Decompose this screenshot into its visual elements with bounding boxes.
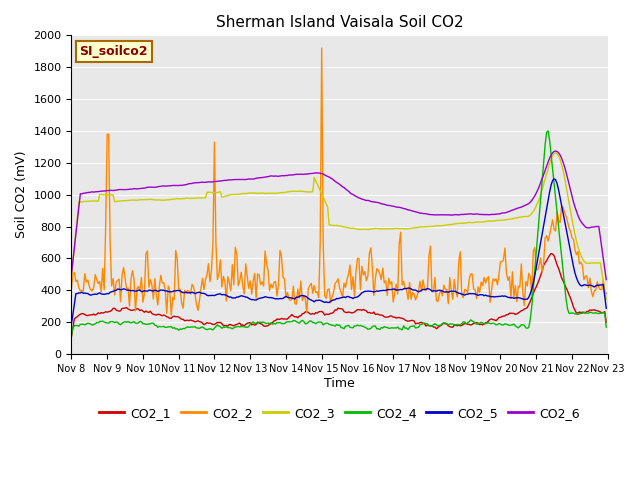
CO2_5 [574,278,582,284]
CO2_5 [301,293,309,299]
CO2_5 [227,294,235,300]
CO2_3 [227,192,235,197]
CO2_5 [245,295,253,301]
CO2_5 [602,305,610,311]
CO2_6 [245,176,253,182]
CO2_4 [301,321,309,326]
CO2_6 [574,213,582,218]
CO2_1 [602,319,610,325]
CO2_2 [133,286,141,292]
CO2_1 [301,309,309,315]
Line: CO2_4: CO2_4 [72,131,606,336]
CO2_6 [68,272,76,277]
CO2_1 [574,310,582,316]
CO2_1 [254,319,262,325]
CO2_3 [245,190,253,196]
CO2_2 [575,261,583,267]
CO2_3 [68,276,76,281]
CO2_3 [552,150,559,156]
Line: CO2_3: CO2_3 [72,153,606,300]
CO2_3 [301,189,309,194]
CO2_1 [133,306,141,312]
Legend: CO2_1, CO2_2, CO2_3, CO2_4, CO2_5, CO2_6: CO2_1, CO2_2, CO2_3, CO2_4, CO2_5, CO2_6 [94,402,585,425]
CO2_3 [254,191,262,196]
Line: CO2_5: CO2_5 [72,179,606,324]
CO2_4 [602,324,610,330]
CO2_1 [245,320,253,326]
CO2_5 [133,288,141,294]
CO2_6 [227,177,235,183]
CO2_2 [318,45,326,51]
CO2_4 [254,320,262,326]
CO2_4 [227,325,235,331]
Line: CO2_6: CO2_6 [72,151,606,280]
X-axis label: Time: Time [324,377,355,390]
CO2_6 [552,148,559,154]
CO2_4 [544,128,552,134]
CO2_2 [246,278,254,284]
CO2_2 [68,286,76,291]
CO2_1 [227,322,235,327]
CO2_5 [68,321,76,327]
Title: Sherman Island Vaisala Soil CO2: Sherman Island Vaisala Soil CO2 [216,15,463,30]
CO2_2 [228,262,236,267]
CO2_6 [254,175,262,181]
CO2_5 [254,296,262,302]
Line: CO2_2: CO2_2 [72,48,606,315]
Y-axis label: Soil CO2 (mV): Soil CO2 (mV) [15,151,28,239]
Text: SI_soilco2: SI_soilco2 [79,45,148,58]
CO2_4 [68,334,76,339]
CO2_3 [574,244,582,250]
CO2_1 [547,251,555,256]
CO2_3 [133,197,141,203]
CO2_3 [602,297,610,302]
CO2_2 [168,312,175,318]
CO2_1 [68,334,76,340]
CO2_4 [245,324,253,330]
CO2_4 [574,312,582,317]
CO2_5 [550,176,558,182]
CO2_4 [133,321,141,326]
CO2_6 [301,171,309,177]
CO2_2 [303,309,310,315]
CO2_2 [602,290,610,296]
CO2_2 [255,272,263,278]
Line: CO2_1: CO2_1 [72,253,606,337]
CO2_6 [602,277,610,283]
CO2_6 [133,186,141,192]
